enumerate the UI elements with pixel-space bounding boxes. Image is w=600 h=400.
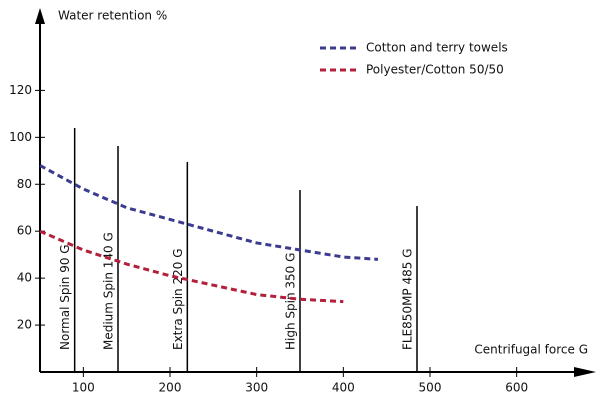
y-tick-label: 40 <box>17 271 32 285</box>
y-tick-label: 80 <box>17 177 32 191</box>
series-line <box>39 164 379 261</box>
spin-label: Normal Spin 90 G <box>58 244 72 350</box>
x-tick-label: 500 <box>419 381 442 395</box>
y-tick-label: 120 <box>9 83 32 97</box>
spin-label: Medium Spin 140 G <box>102 232 116 350</box>
x-tick-label: 200 <box>159 381 182 395</box>
y-tick-label: 100 <box>9 130 32 144</box>
x-tick-label: 300 <box>245 381 268 395</box>
series-line <box>39 229 344 304</box>
x-tick-label: 600 <box>505 381 528 395</box>
x-tick-label: 400 <box>332 381 355 395</box>
y-axis-arrow <box>35 8 45 24</box>
y-axis-title: Water retention % <box>58 9 167 23</box>
x-tick-label: 100 <box>72 381 95 395</box>
spin-label: Extra Spin 220 G <box>171 249 185 351</box>
spin-label: High Spin 350 G <box>284 253 298 350</box>
legend-label: Polyester/Cotton 50/50 <box>366 63 504 77</box>
y-tick-label: 60 <box>17 224 32 238</box>
y-tick-label: 20 <box>17 318 32 332</box>
legend-label: Cotton and terry towels <box>366 41 508 55</box>
spin-label: FLE850MP 485 G <box>401 249 415 351</box>
x-axis-arrow <box>574 367 596 377</box>
x-axis-title: Centrifugal force G <box>474 343 588 357</box>
